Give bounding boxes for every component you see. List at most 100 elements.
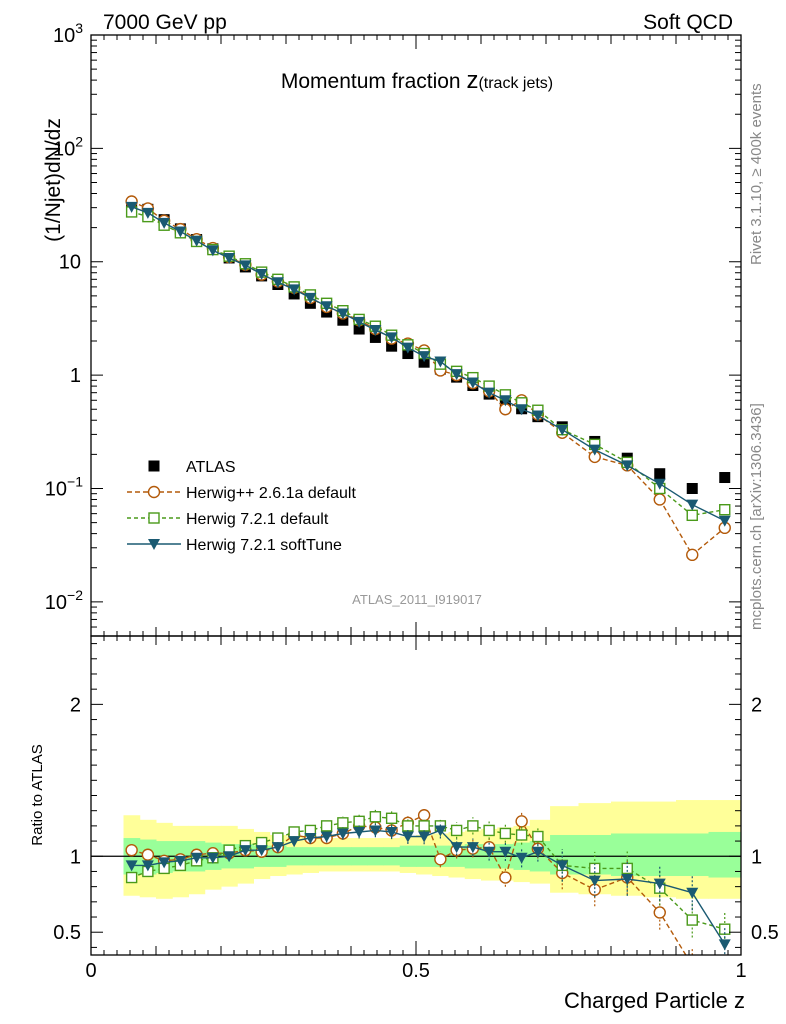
main-series	[125, 195, 731, 562]
legend: ATLAS Herwig++ 2.6.1a default Herwig 7.2.1…	[127, 459, 356, 554]
data-point	[288, 284, 301, 296]
ratio-data-point	[719, 969, 730, 980]
legend-marker	[148, 539, 160, 550]
ratio-data-point	[531, 846, 544, 858]
ratio-data-point	[174, 855, 187, 867]
ratio-data-point	[621, 862, 633, 875]
ratio-data-point	[337, 817, 349, 829]
y-axis-label: (1/Njet)dN/dz	[42, 118, 65, 242]
data-point	[369, 325, 382, 337]
ratio-y-tick-label-right: 1	[751, 846, 762, 868]
ratio-data-point	[353, 826, 366, 838]
x-tick-label: 1	[735, 960, 746, 982]
data-point	[141, 207, 154, 219]
ratio-data-point	[272, 832, 284, 844]
data-point	[531, 410, 544, 422]
ratio-data-point	[687, 960, 698, 971]
plot-title: Momentum fraction z(track jets)	[281, 67, 553, 94]
legend-entry: ATLAS	[148, 459, 236, 476]
data-point	[588, 444, 601, 456]
ratio-y-axis-label: Ratio to ATLAS	[29, 744, 46, 845]
ratio-data-point	[255, 845, 268, 857]
main-panel: (1/Njet)dN/dz Momentum fraction z(track …	[42, 20, 742, 637]
legend-label: Herwig 7.2.1 default	[186, 511, 329, 528]
data-point	[369, 331, 381, 343]
ratio-data-point	[288, 836, 301, 848]
ratio-data-point	[141, 848, 155, 861]
data-point	[653, 493, 666, 506]
ratio-series-herwig-7-2-1-softtune	[125, 822, 731, 955]
legend-label: Herwig 7.2.1 softTune	[186, 537, 342, 554]
ratio-y-tick-label-right: 0.5	[751, 922, 779, 944]
ratio-data-point	[466, 842, 479, 854]
x-axis-label: Charged Particle z	[564, 988, 745, 1013]
ratio-data-point	[515, 815, 528, 828]
data-point	[556, 424, 569, 436]
plot-title-var: z	[466, 67, 478, 94]
ratio-data-point	[141, 860, 154, 872]
series-herwig-7-2-1-softtune	[125, 201, 731, 527]
ratio-data-point	[450, 824, 463, 837]
data-point	[653, 478, 666, 490]
data-point	[718, 515, 731, 527]
data-point	[418, 351, 431, 363]
ratio-panel: 0.5 0.51 12 20 0.5 1 Ratio to ATLAS	[29, 635, 779, 982]
data-point	[353, 316, 366, 328]
ratio-data-point	[499, 846, 512, 858]
ratio-frame	[90, 635, 742, 956]
data-point	[206, 245, 219, 257]
ratio-data-point	[653, 906, 666, 919]
x-tick-label: 0	[85, 960, 96, 982]
ratio-data-point	[125, 843, 138, 857]
ratio-data-point	[288, 826, 300, 838]
legend-entry: Herwig 7.2.1 default	[127, 511, 329, 528]
ratio-axes: 0.5 0.51 12 20 0.5 1	[53, 635, 779, 982]
ratio-y-tick-label: 0.5	[53, 922, 81, 944]
ratio-data-point	[125, 871, 138, 884]
ratio-data-point	[206, 852, 219, 864]
ratio-data-point	[434, 853, 447, 866]
legend-marker	[148, 512, 160, 524]
ratio-data-point	[385, 826, 398, 838]
y-tick-label: 10−2	[45, 587, 83, 614]
ratio-data-point	[320, 820, 333, 832]
rivet-version-label: Rivet 3.1.10, ≥ 400k events	[748, 83, 765, 265]
ratio-data-point	[653, 878, 666, 890]
ratio-data-point	[532, 830, 544, 843]
legend-label: ATLAS	[186, 459, 236, 476]
data-point	[434, 356, 447, 368]
ratio-data-point	[402, 820, 414, 832]
ratio-data-point	[369, 825, 382, 837]
data-point	[337, 314, 349, 326]
ratio-data-point	[320, 831, 333, 843]
legend-marker	[148, 460, 160, 472]
ratio-band-inner-bin	[676, 833, 709, 877]
ratio-data-point	[158, 857, 171, 869]
data-point	[158, 217, 171, 229]
ratio-y-tick-label: 1	[70, 846, 81, 868]
ratio-band-inner-bin	[708, 831, 742, 878]
data-point	[174, 226, 187, 238]
ratio-data-point	[499, 827, 512, 840]
y-tick-label: 10	[59, 252, 81, 274]
ratio-data-point	[686, 887, 699, 899]
ratio-data-point	[515, 829, 528, 841]
data-point	[401, 342, 414, 354]
ratio-data-point	[336, 828, 349, 840]
y-tick-label: 1	[70, 365, 81, 387]
ratio-data-point	[483, 824, 495, 837]
ratio-data-point	[450, 842, 463, 854]
ratio-data-point	[353, 815, 365, 828]
data-point	[450, 369, 463, 381]
ratio-data-point	[499, 871, 512, 884]
ratio-data-point	[418, 820, 430, 832]
data-point	[223, 252, 236, 264]
ratio-data-point	[686, 914, 698, 926]
ratio-y-tick-label-right: 2	[751, 694, 762, 716]
data-point	[271, 277, 284, 289]
ratio-data-point	[621, 874, 634, 886]
data-point	[336, 308, 349, 320]
data-point	[483, 387, 496, 399]
ratio-data-point	[417, 809, 431, 822]
legend-entry: Herwig 7.2.1 softTune	[127, 537, 342, 554]
